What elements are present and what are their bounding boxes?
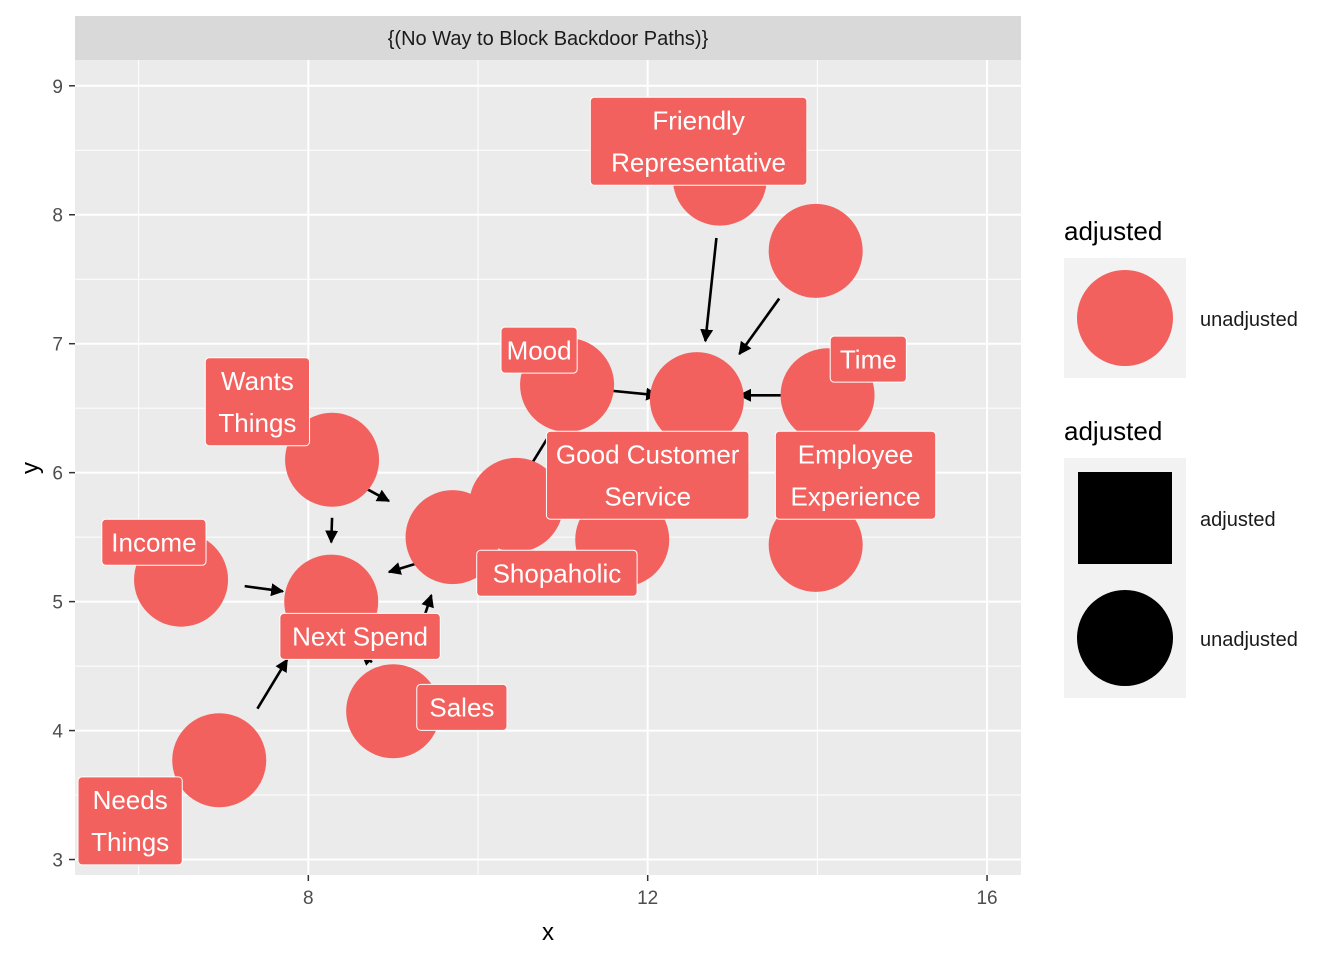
- node-label-text: Shopaholic: [493, 558, 622, 588]
- x-tick-label: 8: [303, 888, 314, 909]
- legend-item-label: unadjusted: [1200, 309, 1298, 331]
- legend-square-key: [1078, 472, 1172, 564]
- node-label: Sales: [416, 683, 508, 731]
- node-label-box: [589, 96, 808, 186]
- dag-node-employee: [768, 203, 863, 298]
- node-label-text: Sales: [429, 692, 494, 722]
- dag-edge-arrow: [325, 517, 339, 544]
- node-label-box: [545, 430, 750, 520]
- dag-edge-arrow: [738, 297, 781, 356]
- node-label-text: Mood: [507, 335, 572, 365]
- node-label-text: Time: [840, 344, 897, 374]
- x-axis-label: x: [542, 919, 554, 946]
- node-label-box: [101, 518, 207, 566]
- dag-labels: Friendly Representative Employee Experience…: [77, 96, 937, 866]
- node-label-box: [500, 326, 578, 374]
- node-label: Employee Experience: [774, 430, 937, 520]
- dag-edge-arrow: [367, 488, 391, 503]
- node-label-box: [476, 549, 638, 597]
- node-label: Good Customer Service: [545, 430, 750, 520]
- dag-edge-arrow: [387, 561, 419, 575]
- legend: adjusted unadjusted adjusted adjusted unadju…: [1064, 216, 1298, 698]
- node-label-box: [279, 612, 441, 660]
- node-label: Needs Things: [77, 776, 183, 866]
- y-tick-label: 7: [52, 335, 63, 356]
- legend-item-label: adjusted: [1200, 509, 1276, 531]
- node-label-text: Employee: [798, 439, 914, 469]
- node-label: Friendly Representative: [589, 96, 808, 186]
- node-label-text: Service: [604, 481, 691, 511]
- node-label-box: [829, 335, 907, 383]
- legend-item-label: unadjusted: [1200, 629, 1298, 651]
- node-label-text: Things: [91, 827, 169, 857]
- facet-strip: [75, 16, 1021, 60]
- node-label: Time: [829, 335, 907, 383]
- y-axis-label: y: [17, 462, 44, 474]
- y-tick-label: 3: [52, 851, 63, 872]
- dag-edge-arrow: [605, 387, 660, 401]
- y-tick-label: 4: [52, 722, 63, 743]
- node-label: Shopaholic: [476, 549, 638, 597]
- node-label: Income: [101, 518, 207, 566]
- node-label-text: Good Customer: [556, 439, 740, 469]
- dag-edge-arrow: [244, 583, 285, 597]
- node-label-text: Friendly: [652, 105, 744, 135]
- node-label-box: [416, 683, 508, 731]
- x-tick-label: 16: [976, 888, 997, 909]
- dag-edge-arrow: [256, 658, 289, 710]
- x-tick-label: 12: [637, 888, 658, 909]
- node-label: Next Spend: [279, 612, 441, 660]
- node-label-box: [77, 776, 183, 866]
- dag-edge-arrow: [700, 237, 718, 343]
- node-label-text: Experience: [791, 481, 921, 511]
- legend-circle-key: [1077, 590, 1173, 686]
- node-label-text: Representative: [611, 147, 786, 177]
- dag-node-extra2: [768, 497, 863, 592]
- y-tick-label: 6: [52, 464, 63, 485]
- dag-node-sales: [405, 490, 500, 585]
- legend-circle-key: [1077, 270, 1173, 366]
- node-label-text: Things: [218, 408, 296, 438]
- node-label: Wants Things: [204, 357, 311, 447]
- legend-title: adjusted: [1064, 416, 1162, 446]
- node-label-text: Next Spend: [292, 622, 428, 652]
- y-tick-label: 8: [52, 206, 63, 227]
- node-label-text: Wants: [221, 366, 294, 396]
- axis-ticks: 8 12 16 3 4 5 6 7 8 9: [52, 77, 997, 909]
- node-label-box: [774, 430, 937, 520]
- node-label: Mood: [500, 326, 578, 374]
- dag-node-good: [649, 352, 744, 447]
- node-label-box: [204, 357, 311, 447]
- legend-title: adjusted: [1064, 216, 1162, 246]
- facet-title: {(No Way to Block Backdoor Paths)}: [388, 28, 709, 50]
- y-tick-label: 5: [52, 593, 63, 614]
- node-label-text: Needs: [93, 785, 168, 815]
- node-label-text: Income: [111, 527, 196, 557]
- dag-node-needs: [172, 713, 267, 808]
- y-tick-label: 9: [52, 77, 63, 98]
